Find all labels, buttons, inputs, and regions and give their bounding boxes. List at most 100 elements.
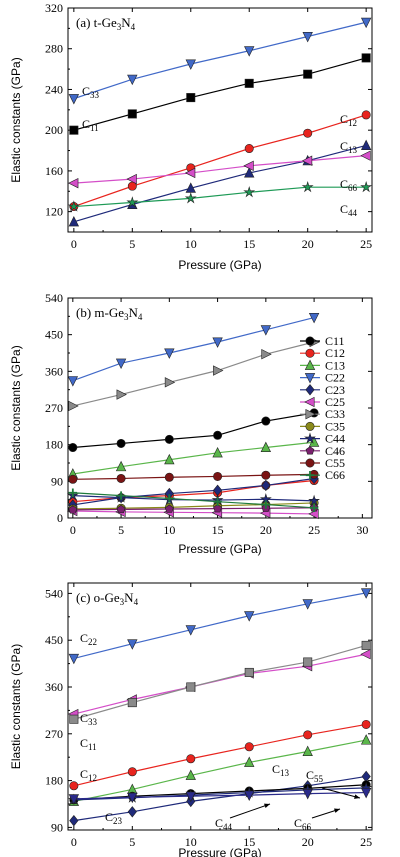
series-C13 — [68, 734, 372, 806]
y-axis-label: Elastic constants (GPa) — [9, 345, 23, 470]
data-point-C33 — [116, 389, 127, 400]
y-tick-label: 320 — [45, 1, 63, 15]
series-C66 — [67, 150, 371, 189]
series-C33 — [68, 336, 320, 412]
x-tick-label: 30 — [356, 523, 368, 537]
legend-marker — [304, 359, 316, 370]
series-C46 — [68, 503, 319, 514]
series-C13 — [68, 139, 372, 227]
series-line-C11 — [72, 412, 315, 449]
data-point-C66 — [243, 160, 254, 172]
series-line-C13 — [72, 441, 315, 475]
data-point-C23 — [69, 814, 79, 827]
x-tick-label: 0 — [71, 835, 77, 849]
data-point-C11 — [68, 443, 78, 453]
series-line-C23 — [72, 477, 315, 506]
series-C55 — [68, 469, 319, 484]
data-point-C23 — [127, 806, 137, 818]
y-tick-label: 90 — [51, 474, 63, 488]
data-point-C23 — [361, 770, 371, 783]
data-point-C12 — [186, 754, 196, 764]
annotation-C11: C11 — [82, 117, 99, 133]
series-line-C33 — [72, 341, 315, 407]
series-line-C22 — [72, 316, 315, 382]
chart-panel-0: 0 5 10 15 20 25 120 160 200 240 280 320 Pressure (GP… — [9, 1, 373, 272]
legend-entry: C66 — [325, 468, 345, 482]
x-tick-label: 15 — [212, 523, 224, 537]
annotation-C11: C11 — [80, 736, 97, 752]
x-tick-label: 5 — [129, 835, 135, 849]
data-point-C23 — [261, 479, 271, 492]
data-point-C44 — [308, 494, 321, 506]
x-tick-label: 25 — [360, 237, 372, 251]
data-point-C13 — [302, 745, 313, 756]
data-point-C66 — [185, 791, 196, 803]
data-point-C46 — [116, 504, 126, 514]
y-tick-label: 270 — [45, 727, 63, 741]
x-axis-label: Pressure (GPa) — [178, 258, 261, 272]
data-point-C66 — [165, 494, 174, 503]
series-C44 — [67, 180, 373, 212]
data-point-C13 — [244, 167, 255, 178]
legend-marker — [304, 432, 316, 444]
data-point-C55 — [116, 473, 126, 483]
data-point-C12 — [303, 730, 313, 740]
data-point-C33 — [185, 59, 196, 70]
legend-marker — [305, 421, 315, 431]
annotation-C66: C66 — [340, 177, 358, 193]
series-C44 — [66, 489, 321, 506]
series-C12 — [69, 719, 371, 791]
data-point-C13 — [360, 139, 372, 150]
data-point-C66 — [116, 491, 126, 500]
data-point-C11 — [186, 682, 196, 692]
data-point-C22 — [185, 625, 196, 636]
y-axis-label: Elastic constants (GPa) — [9, 57, 23, 182]
x-tick-label: 0 — [70, 523, 76, 537]
legend-entry: C22 — [325, 371, 345, 385]
series-line-C55 — [72, 473, 315, 480]
data-point-C66 — [126, 173, 137, 185]
legend-marker — [304, 373, 316, 384]
legend-marker — [305, 471, 315, 480]
data-point-C12 — [361, 719, 371, 729]
data-point-C66 — [68, 794, 80, 805]
series-line-C66 — [72, 492, 315, 509]
data-point-C13 — [164, 453, 175, 465]
data-point-C33 — [244, 46, 255, 57]
legend-entry: C46 — [325, 444, 345, 458]
series-line-C44 — [73, 787, 367, 801]
x-tick-label: 5 — [118, 523, 124, 537]
series-line-C35 — [72, 502, 315, 510]
data-point-C13 — [115, 460, 127, 472]
data-point-C12 — [127, 767, 137, 777]
data-point-C11 — [244, 78, 254, 88]
series-C11 — [68, 408, 319, 453]
series-C11 — [69, 640, 371, 724]
panel-title: (c) o-Ge3N4 — [76, 590, 139, 607]
legend-entry: C12 — [325, 346, 345, 360]
annotation-C44: C44 — [340, 202, 358, 218]
y-tick-label: 540 — [45, 586, 63, 600]
annotation-C23: C23 — [105, 810, 123, 826]
data-point-C11 — [127, 698, 137, 708]
series-line-C12 — [73, 723, 367, 787]
data-point-C11 — [164, 434, 174, 444]
data-point-C46 — [213, 504, 222, 513]
data-point-C22 — [164, 348, 175, 359]
data-point-C11 — [116, 438, 126, 448]
panel-title: (a) t-Ge3N4 — [76, 15, 136, 32]
data-point-C13 — [68, 215, 80, 227]
data-point-C12 — [361, 110, 371, 120]
data-point-C22 — [308, 313, 320, 324]
annotation-C12: C12 — [340, 112, 357, 128]
x-tick-label: 25 — [308, 523, 320, 537]
series-C12 — [68, 476, 319, 507]
data-point-C22 — [212, 337, 223, 348]
x-tick-label: 5 — [129, 237, 135, 251]
x-tick-label: 0 — [71, 237, 77, 251]
series-line-C46 — [72, 507, 315, 511]
data-point-C12 — [244, 144, 254, 154]
x-tick-label: 15 — [243, 835, 255, 849]
